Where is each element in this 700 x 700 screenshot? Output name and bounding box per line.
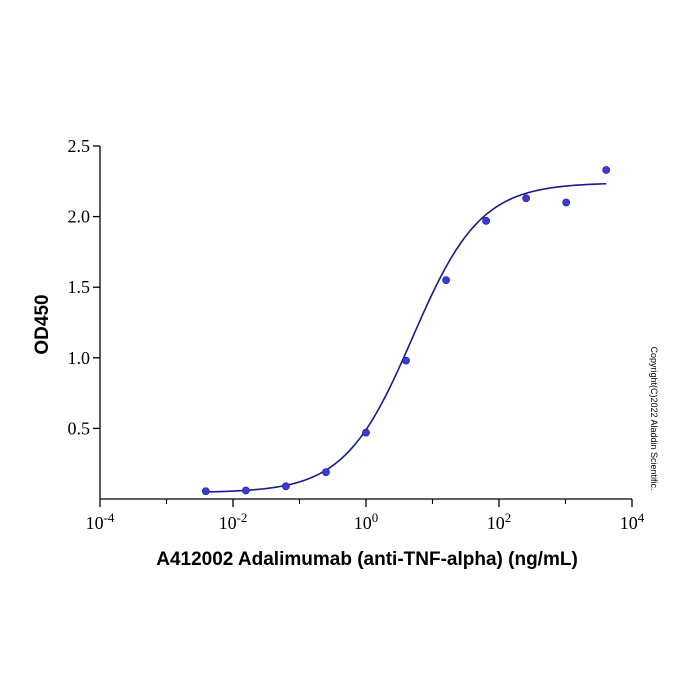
y-tick-label: 2.5 — [68, 136, 91, 156]
data-point — [362, 428, 370, 437]
data-point — [201, 487, 210, 496]
data-point — [402, 356, 410, 365]
data-point — [562, 198, 571, 207]
y-tick-label: 1.0 — [68, 348, 91, 368]
x-tick-label: 10-2 — [219, 510, 248, 533]
x-tick-label: 10-4 — [86, 510, 115, 533]
y-axis-title: OD450 — [32, 294, 53, 354]
y-tick-label: 0.5 — [68, 418, 91, 438]
fit-curve — [205, 182, 607, 493]
x-tick-label: 104 — [620, 510, 645, 533]
y-tick-label: 1.5 — [68, 277, 91, 297]
copyright-annotation: Copyright(C)2022 Aladdin Scientific. — [649, 346, 659, 490]
data-point — [322, 468, 330, 477]
x-tick-label: 100 — [354, 510, 379, 533]
y-ticks: 0.5 1.0 1.5 2.0 2.5 — [68, 136, 100, 438]
data-point — [442, 276, 450, 285]
data-point — [522, 194, 531, 203]
data-point — [241, 486, 250, 495]
data-point — [602, 166, 611, 174]
data-point — [482, 216, 491, 225]
x-axis-title: A412002 Adalimumab (anti-TNF-alpha) (ng/… — [156, 549, 578, 570]
x-tick-label: 102 — [487, 510, 512, 533]
y-tick-label: 2.0 — [68, 207, 91, 227]
data-point — [282, 482, 290, 491]
x-ticks: 10-4 10-2 100 102 104 — [86, 499, 645, 533]
axes — [99, 146, 632, 500]
data-points — [201, 166, 611, 496]
